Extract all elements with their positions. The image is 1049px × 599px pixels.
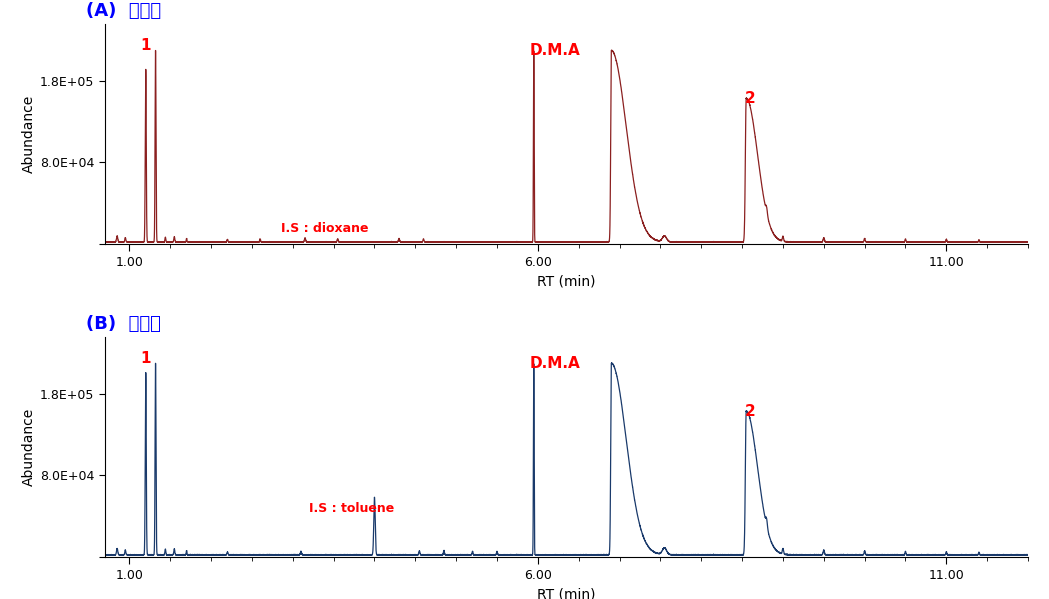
- Text: I.S : toluene: I.S : toluene: [309, 502, 394, 515]
- Text: I.S : dioxane: I.S : dioxane: [280, 222, 368, 235]
- Text: D.M.A: D.M.A: [530, 356, 580, 371]
- Text: (B)  변경법: (B) 변경법: [86, 314, 162, 333]
- X-axis label: RT (min): RT (min): [537, 274, 596, 289]
- Y-axis label: Abundance: Abundance: [22, 95, 36, 173]
- X-axis label: RT (min): RT (min): [537, 588, 596, 599]
- Text: 2: 2: [745, 91, 755, 107]
- Y-axis label: Abundance: Abundance: [22, 408, 36, 486]
- Text: (A)  현행법: (A) 현행법: [86, 2, 162, 20]
- Text: 1: 1: [141, 38, 151, 53]
- Text: D.M.A: D.M.A: [530, 44, 580, 59]
- Text: 1: 1: [141, 350, 151, 365]
- Text: 2: 2: [745, 404, 755, 419]
